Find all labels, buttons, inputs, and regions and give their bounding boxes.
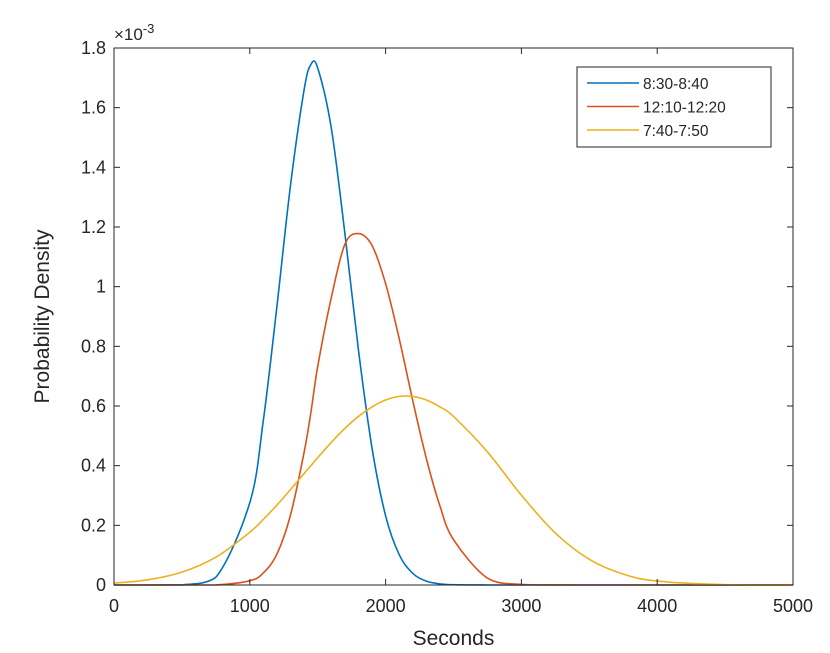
y-tick-label: 0	[96, 575, 106, 595]
x-tick-label: 5000	[773, 596, 813, 616]
y-tick-label: 1.6	[81, 98, 106, 118]
x-tick-label: 0	[109, 596, 119, 616]
x-tick-label: 1000	[230, 596, 270, 616]
axes-box	[113, 47, 794, 586]
y-tick-label: 1.8	[81, 38, 106, 58]
y-tick-label: 0.8	[81, 336, 106, 356]
y-tick-label: 0.4	[81, 456, 106, 476]
y-axis-title: Probability Density	[31, 229, 54, 403]
y-exponent-label: ×10-3	[114, 21, 154, 44]
x-tick-label: 2000	[366, 596, 406, 616]
legend-label-2: 12:10-12:20	[643, 100, 726, 117]
y-tick-label: 1.2	[81, 217, 106, 237]
x-tick-label: 4000	[637, 596, 677, 616]
legend-label-1: 8:30-8:40	[643, 76, 709, 93]
legend: 8:30-8:40 12:10-12:20 7:40-7:50	[576, 66, 772, 148]
y-tick-label: 1	[96, 277, 106, 297]
y-tick-label: 0.6	[81, 396, 106, 416]
axes	[113, 47, 794, 586]
legend-label-3: 7:40-7:50	[643, 123, 709, 140]
y-tick-label: 0.2	[81, 515, 106, 535]
y-tick-label: 1.4	[81, 157, 106, 177]
x-axis-title: Seconds	[413, 627, 495, 650]
ticks: 0 1000 2000 3000 4000 5000 0 0.2 0.4 0.6 0.8 1 1.2 1.…	[81, 38, 813, 616]
series-line-3	[113, 395, 794, 586]
x-tick-label: 3000	[501, 596, 541, 616]
